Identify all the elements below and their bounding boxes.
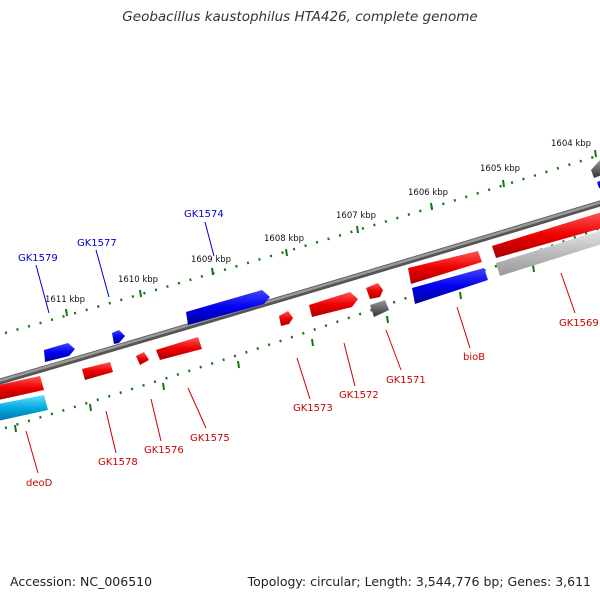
gene-label-gk1576: GK1576 bbox=[144, 445, 184, 456]
scale-labels: 1604 kbp 1605 kbp 1606 kbp 1607 kbp 1608… bbox=[45, 139, 591, 305]
tick-mark bbox=[89, 403, 92, 412]
tick-mark bbox=[311, 338, 314, 347]
gene-block-gk1572[interactable] bbox=[309, 292, 358, 317]
gene-block-deod[interactable] bbox=[0, 395, 48, 421]
gene-label-gk1574: GK1574 bbox=[184, 209, 224, 220]
tick-mark bbox=[211, 267, 214, 276]
gene-label-gk1578: GK1578 bbox=[98, 457, 138, 468]
leader-line bbox=[296, 357, 311, 400]
gene-block-red[interactable] bbox=[492, 212, 600, 258]
gene-label-biob: bioB bbox=[463, 352, 485, 363]
gene-block-biob[interactable] bbox=[412, 268, 488, 304]
leader-line bbox=[343, 342, 356, 387]
scale-label: 1605 kbp bbox=[480, 164, 520, 174]
leader-line bbox=[187, 387, 207, 429]
gene-block-gk1571[interactable] bbox=[366, 283, 383, 299]
scale-label: 1608 kbp bbox=[264, 234, 304, 244]
tick-mark bbox=[430, 202, 433, 211]
scale-label: 1606 kbp bbox=[408, 188, 448, 198]
leader-line bbox=[150, 398, 162, 442]
tick-mark bbox=[237, 360, 240, 369]
gene-block-gk1569[interactable] bbox=[496, 230, 600, 276]
outer-strand-genes[interactable] bbox=[44, 160, 600, 362]
gene-block-red[interactable] bbox=[408, 251, 482, 284]
gene-label-gk1577: GK1577 bbox=[77, 238, 117, 249]
gene-block-gk1576[interactable] bbox=[136, 352, 149, 365]
gene-block-gk1574[interactable] bbox=[186, 290, 270, 325]
scale-label: 1610 kbp bbox=[118, 275, 158, 285]
gene-label-gk1569: GK1569 bbox=[559, 318, 599, 329]
gene-labels: GK1574 GK1577 GK1579 GK1569 bioB GK1571 … bbox=[18, 209, 599, 489]
leader-line bbox=[456, 306, 471, 349]
gene-label-gk1573: GK1573 bbox=[293, 403, 333, 414]
gene-block-gk1571-gray[interactable] bbox=[370, 300, 389, 317]
gene-block-gray[interactable] bbox=[591, 160, 600, 178]
tick-mark bbox=[162, 382, 165, 391]
gene-block-gk1578[interactable] bbox=[82, 362, 113, 380]
gene-label-gk1575: GK1575 bbox=[190, 433, 230, 444]
genome-summary-text: Topology: circular; Length: 3,544,776 bp… bbox=[247, 574, 591, 589]
genome-backbone bbox=[0, 200, 600, 385]
map-title: Geobacillus kaustophilus HTA426, complet… bbox=[122, 9, 478, 25]
gene-block-gk1579[interactable] bbox=[44, 343, 75, 362]
leader-line bbox=[204, 221, 215, 257]
scale-label: 1604 kbp bbox=[551, 139, 591, 149]
tick-mark bbox=[139, 289, 142, 298]
outer-tick-track bbox=[4, 149, 600, 335]
gene-label-deod: deoD bbox=[26, 478, 53, 489]
leader-line bbox=[95, 249, 110, 298]
scale-label: 1611 kbp bbox=[45, 295, 85, 305]
inner-strand-genes[interactable] bbox=[0, 212, 600, 421]
leader-line bbox=[385, 329, 402, 371]
leader-line bbox=[560, 272, 576, 314]
gene-label-gk1572: GK1572 bbox=[339, 390, 379, 401]
tick-mark bbox=[356, 225, 359, 234]
gene-block-blue[interactable] bbox=[597, 180, 600, 188]
scale-label: 1609 kbp bbox=[191, 255, 231, 265]
gene-block-gk1573[interactable] bbox=[279, 311, 293, 326]
leader-line bbox=[105, 410, 117, 454]
accession-text: Accession: NC_006510 bbox=[10, 574, 153, 589]
tick-mark bbox=[14, 424, 17, 433]
tick-mark bbox=[285, 248, 288, 257]
leader-lines bbox=[25, 221, 576, 474]
tick-mark bbox=[459, 291, 462, 300]
leader-line bbox=[35, 264, 50, 314]
tick-mark bbox=[532, 264, 535, 273]
gene-block-gk1575[interactable] bbox=[156, 337, 202, 360]
gene-label-gk1579: GK1579 bbox=[18, 253, 58, 264]
scale-label: 1607 kbp bbox=[336, 211, 376, 221]
tick-mark bbox=[594, 149, 597, 158]
tick-mark bbox=[65, 308, 68, 317]
gene-block-red[interactable] bbox=[0, 376, 44, 400]
inner-tick-track bbox=[4, 226, 600, 433]
leader-line bbox=[25, 430, 39, 474]
gene-label-gk1571: GK1571 bbox=[386, 375, 426, 386]
gene-block-gk1577[interactable] bbox=[112, 330, 125, 344]
tick-mark bbox=[386, 315, 389, 324]
tick-mark bbox=[502, 179, 505, 188]
